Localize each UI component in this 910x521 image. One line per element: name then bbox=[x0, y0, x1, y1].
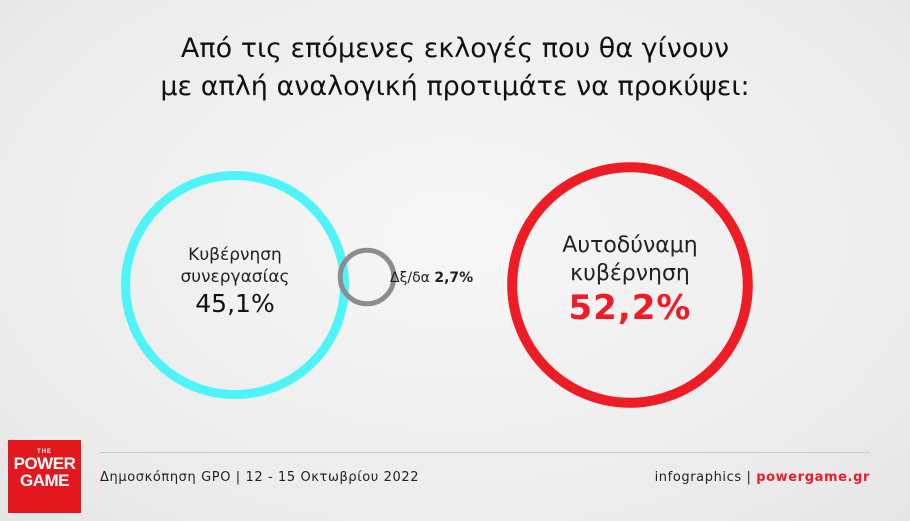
credit-site-link[interactable]: powergame.gr bbox=[756, 470, 870, 485]
logo-the: THE bbox=[37, 449, 52, 455]
single-party-label-line1: Αυτοδύναμη bbox=[562, 233, 698, 258]
bubble-coalition-government bbox=[121, 171, 349, 399]
bubble-single-party-government bbox=[507, 162, 753, 408]
dont-know-name: Δξ/δα bbox=[390, 270, 435, 286]
chart-title-line1: Από τις επόμενες εκλογές που θα γίνουν bbox=[180, 33, 730, 64]
credit-separator: | bbox=[746, 470, 757, 485]
dont-know-label: Δξ/δα 2,7% bbox=[390, 270, 473, 286]
dont-know-value: 2,7% bbox=[434, 270, 474, 286]
single-party-label: Αυτοδύναμη κυβέρνηση bbox=[530, 232, 730, 288]
coalition-value: 45,1% bbox=[195, 289, 275, 318]
source-note: Δημοσκόπηση GPO | 12 - 15 Οκτωβρίου 2022 bbox=[100, 470, 420, 485]
logo-power: POWER bbox=[13, 454, 76, 473]
credit-line: infographics | powergame.gr bbox=[655, 470, 870, 485]
coalition-label: Κυβέρνηση συνεργασίας bbox=[135, 244, 335, 288]
footer-divider bbox=[100, 452, 870, 453]
coalition-label-line2: συνεργασίας bbox=[180, 267, 290, 287]
chart-title-line2: με απλή αναλογική προτιμάτε να προκύψει: bbox=[160, 71, 750, 102]
logo-game: GAME bbox=[20, 471, 70, 490]
bubble-dont-know bbox=[337, 247, 397, 307]
single-party-value: 52,2% bbox=[568, 288, 692, 328]
chart-title: Από τις επόμενες εκλογές που θα γίνουν μ… bbox=[0, 30, 910, 106]
powergame-logo[interactable]: THE POWER GAME bbox=[8, 440, 81, 513]
coalition-label-line1: Κυβέρνηση bbox=[188, 245, 282, 265]
credit-prefix: infographics bbox=[654, 470, 742, 485]
single-party-label-line2: κυβέρνηση bbox=[570, 261, 690, 286]
